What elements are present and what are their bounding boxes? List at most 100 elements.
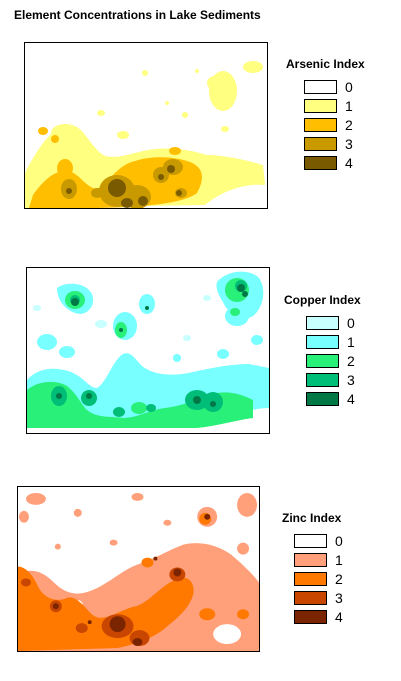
arsenic-legend-title: Arsenic Index <box>286 57 365 71</box>
index-zone <box>131 402 147 414</box>
arsenic-legend-swatch <box>304 155 337 170</box>
copper-legend-swatch <box>306 391 339 406</box>
arsenic-map-raster <box>25 61 265 208</box>
index-zone <box>237 609 250 620</box>
copper-legend-row: 2 <box>306 351 361 370</box>
index-zone <box>203 295 211 301</box>
copper-map <box>26 267 270 434</box>
zinc-map-raster <box>18 492 259 651</box>
zinc-legend: Zinc Index 0 1 2 3 4 <box>282 511 343 626</box>
copper-legend-label: 2 <box>347 352 355 369</box>
index-zone <box>173 354 181 362</box>
index-zone <box>132 638 143 647</box>
arsenic-legend-label: 3 <box>345 135 353 152</box>
index-zone <box>91 188 103 198</box>
arsenic-legend-swatch <box>304 117 337 132</box>
copper-legend-label: 0 <box>347 314 355 331</box>
zinc-legend-swatch <box>294 533 327 548</box>
zinc-legend-swatch <box>294 571 327 586</box>
zinc-legend-row: 1 <box>294 550 343 569</box>
zinc-legend-row: 0 <box>294 531 343 550</box>
zinc-legend-swatch <box>294 552 327 567</box>
index-zone <box>66 188 72 194</box>
index-zone <box>25 492 46 505</box>
index-zone <box>158 174 164 180</box>
index-zone <box>37 334 57 350</box>
arsenic-legend-label: 1 <box>345 97 353 114</box>
index-zone <box>237 284 245 292</box>
arsenic-legend-row: 1 <box>304 96 365 115</box>
index-zone <box>176 190 182 196</box>
index-zone <box>51 135 59 143</box>
copper-legend-row: 4 <box>306 389 361 408</box>
index-zone <box>165 101 169 105</box>
index-zone <box>243 61 263 73</box>
index-zone <box>237 492 258 517</box>
arsenic-legend-label: 4 <box>345 154 353 171</box>
copper-legend-row: 0 <box>306 313 361 332</box>
zinc-legend-label: 2 <box>335 570 343 587</box>
index-zone <box>138 196 148 206</box>
copper-legend-swatch <box>306 315 339 330</box>
copper-legend-title: Copper Index <box>284 293 361 307</box>
index-zone <box>119 328 123 332</box>
arsenic-legend-row: 0 <box>304 77 365 96</box>
index-zone <box>131 492 144 501</box>
zinc-legend-title: Zinc Index <box>282 511 342 525</box>
zinc-legend-label: 4 <box>335 608 343 625</box>
index-zone <box>117 131 129 139</box>
index-zone <box>59 346 75 358</box>
index-zone <box>73 508 82 517</box>
index-zone <box>210 401 216 407</box>
index-zone <box>141 557 154 568</box>
index-zone <box>167 165 175 173</box>
index-zone <box>221 126 229 132</box>
index-zone <box>173 568 182 577</box>
arsenic-legend: Arsenic Index 0 1 2 3 4 <box>286 57 365 172</box>
zinc-legend-row: 3 <box>294 588 343 607</box>
index-zone <box>145 306 149 310</box>
copper-legend: Copper Index 0 1 2 3 4 <box>284 293 361 408</box>
index-zone <box>163 519 172 526</box>
zinc-legend-row: 4 <box>294 607 343 626</box>
index-zone <box>87 620 92 625</box>
index-zone <box>207 76 223 90</box>
arsenic-map <box>24 42 268 209</box>
index-zone <box>52 603 59 610</box>
index-zone <box>146 404 156 412</box>
index-zone <box>182 112 188 118</box>
index-zone <box>113 407 125 417</box>
arsenic-legend-swatch <box>304 79 337 94</box>
index-zone <box>199 608 216 621</box>
arsenic-legend-row: 3 <box>304 134 365 153</box>
index-zone <box>57 159 73 177</box>
copper-legend-label: 1 <box>347 333 355 350</box>
index-zone <box>27 381 253 428</box>
zinc-map <box>17 486 260 652</box>
index-zone <box>230 308 240 316</box>
index-zone <box>95 320 107 328</box>
zinc-legend-swatch <box>294 590 327 605</box>
index-zone <box>75 623 88 634</box>
index-zone <box>54 543 61 550</box>
index-zone <box>139 294 155 314</box>
index-zone <box>18 510 29 523</box>
zinc-legend-label: 0 <box>335 532 343 549</box>
index-zone <box>56 393 62 399</box>
copper-legend-label: 3 <box>347 371 355 388</box>
copper-legend-swatch <box>306 334 339 349</box>
index-zone <box>251 335 263 345</box>
index-zone <box>169 147 181 155</box>
arsenic-legend-row: 4 <box>304 153 365 172</box>
index-zone <box>237 542 250 555</box>
zinc-legend-label: 1 <box>335 551 343 568</box>
arsenic-legend-label: 2 <box>345 116 353 133</box>
index-zone <box>86 393 92 399</box>
index-zone <box>38 127 48 135</box>
copper-legend-swatch <box>306 353 339 368</box>
arsenic-legend-row: 2 <box>304 115 365 134</box>
zinc-legend-label: 3 <box>335 589 343 606</box>
copper-legend-label: 4 <box>347 390 355 407</box>
index-zone <box>193 396 201 404</box>
arsenic-legend-label: 0 <box>345 78 353 95</box>
